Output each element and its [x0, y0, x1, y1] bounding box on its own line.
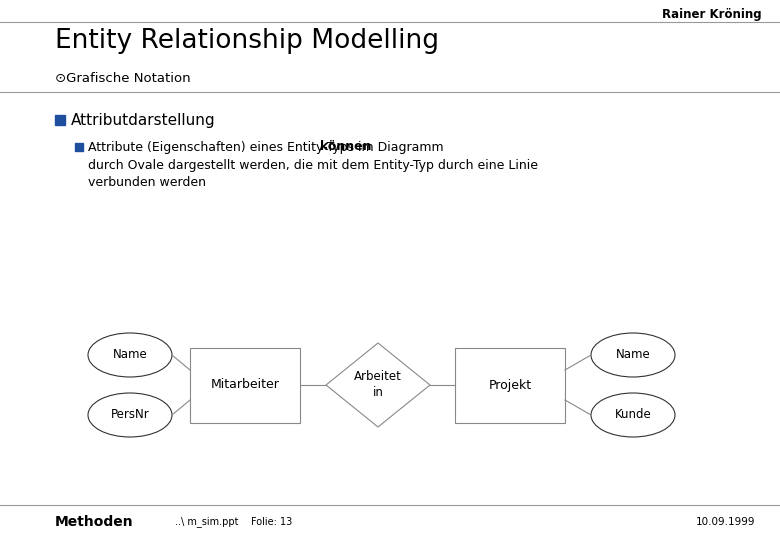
- Bar: [455, 348, 565, 422]
- Text: Attribute (Eigenschaften) eines Entity-Typs: Attribute (Eigenschaften) eines Entity-T…: [88, 140, 358, 153]
- Text: Attributdarstellung: Attributdarstellung: [71, 112, 215, 127]
- Text: Projekt: Projekt: [488, 379, 531, 392]
- Ellipse shape: [88, 333, 172, 377]
- Polygon shape: [326, 343, 430, 427]
- Text: Arbeitet: Arbeitet: [354, 370, 402, 383]
- Text: durch Ovale dargestellt werden, die mit dem Entity-Typ durch eine Linie: durch Ovale dargestellt werden, die mit …: [88, 159, 538, 172]
- Text: Kunde: Kunde: [615, 408, 651, 422]
- Bar: [55, 115, 65, 125]
- Bar: [190, 348, 300, 422]
- Text: Rainer Kröning: Rainer Kröning: [662, 8, 762, 21]
- Ellipse shape: [591, 333, 675, 377]
- Ellipse shape: [88, 393, 172, 437]
- Text: ..\ m_sim.ppt    Folie: 13: ..\ m_sim.ppt Folie: 13: [175, 517, 292, 528]
- Text: Name: Name: [112, 348, 147, 361]
- Text: in: in: [373, 387, 384, 400]
- Text: Methoden: Methoden: [55, 515, 133, 529]
- Text: verbunden werden: verbunden werden: [88, 177, 206, 190]
- Text: 10.09.1999: 10.09.1999: [696, 517, 755, 527]
- Text: Entity Relationship Modelling: Entity Relationship Modelling: [55, 28, 439, 54]
- Text: Name: Name: [615, 348, 651, 361]
- Text: Mitarbeiter: Mitarbeiter: [211, 379, 279, 392]
- Bar: [75, 143, 83, 151]
- Text: ⊙Grafische Notation: ⊙Grafische Notation: [55, 72, 190, 85]
- Text: im Diagramm: im Diagramm: [354, 140, 444, 153]
- Text: PersNr: PersNr: [111, 408, 150, 422]
- Text: können: können: [321, 140, 372, 153]
- Ellipse shape: [591, 393, 675, 437]
